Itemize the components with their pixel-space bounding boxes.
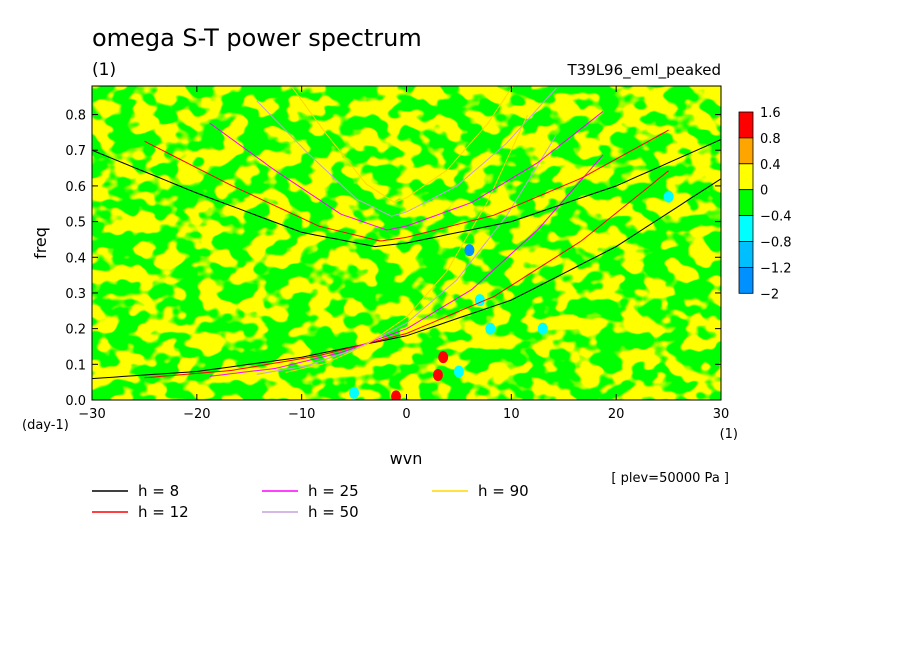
x-tick-label: −20 (183, 407, 210, 422)
dispersion-curve-rossby-gravity-h8 (92, 139, 721, 248)
dispersion-curve-rossby-gravity-h12 (144, 129, 669, 242)
dispersion-curve-kelvin-h90 (285, 114, 528, 373)
colorbar-swatch (738, 241, 754, 268)
dispersion-curve-rossby-gravity-h90 (290, 86, 514, 203)
x-tick-label: −10 (288, 407, 315, 422)
colorbar-swatch (738, 215, 754, 242)
colorbar-level-label: −2 (760, 287, 779, 302)
colorbar-swatch (738, 137, 754, 165)
colorbar-level-label: −1.2 (760, 261, 792, 276)
colorbar-swatch (738, 163, 754, 191)
legend-label: h = 12 (138, 503, 189, 521)
hotspot (537, 322, 548, 335)
colorbar-swatch (738, 266, 754, 294)
y-tick-label: 0.8 (65, 109, 86, 124)
legend-label: h = 90 (478, 482, 529, 500)
y-tick-label: 0.0 (65, 394, 86, 409)
x-axis-unit: (1) (720, 427, 738, 442)
dispersion-curve-rossby-gravity-h25 (209, 111, 604, 231)
colorbar-level-label: 1.6 (760, 106, 781, 121)
x-tick-label: 10 (503, 407, 520, 422)
hotspot (485, 322, 496, 335)
dispersion-curve-kelvin-h50 (256, 134, 557, 375)
colorbar-level-label: −0.8 (760, 236, 792, 251)
hotspot (453, 365, 464, 378)
colorbar-swatch (738, 189, 754, 216)
y-tick-label: 0.1 (65, 358, 86, 373)
dispersion-curves (92, 86, 721, 380)
colorbar-level-label: 0 (760, 184, 768, 199)
colorbar-level-label: 0.8 (760, 132, 781, 147)
hotspot (464, 244, 475, 257)
chart-subtitle: (1) (92, 60, 116, 80)
x-tick-label: 30 (713, 407, 730, 422)
experiment-label: T39L96_eml_peaked (566, 61, 721, 80)
y-tick-label: 0.2 (65, 323, 86, 338)
x-tick-label: −30 (78, 407, 105, 422)
colorbar: 1.6 0.8 0.4 0 −0.4 −0.8 −1.2 −2 (738, 106, 792, 302)
hotspot (432, 369, 443, 382)
x-axis: −30 −20 −10 0 10 20 30 (78, 86, 729, 422)
y-axis-label: freq (31, 227, 50, 259)
colorbar-level-label: 0.4 (760, 158, 781, 173)
hotspot (663, 190, 674, 203)
x-axis-label: wvn (390, 449, 423, 468)
legend-label: h = 25 (308, 482, 359, 500)
y-tick-label: 0.3 (65, 287, 86, 302)
legend-label: h = 8 (138, 482, 179, 500)
hotspot (391, 390, 402, 400)
dispersion-curve-kelvin-h8 (92, 178, 721, 380)
colorbar-swatch (738, 111, 754, 139)
x-tick-label: 0 (402, 407, 410, 422)
y-axis-unit: (day-1) (22, 418, 69, 433)
y-tick-label: 0.4 (65, 251, 86, 266)
y-tick-label: 0.5 (65, 216, 86, 231)
plot-field (92, 86, 721, 400)
hotspot (438, 351, 449, 364)
y-tick-label: 0.7 (65, 144, 86, 159)
dispersion-curve-kelvin-h25 (209, 154, 604, 377)
y-tick-label: 0.6 (65, 180, 86, 195)
colorbar-level-label: −0.4 (760, 210, 792, 225)
chart-title: omega S-T power spectrum (92, 24, 422, 52)
y-axis: 0.0 0.1 0.2 0.3 0.4 0.5 0.6 0.7 0.8 (65, 109, 721, 409)
x-tick-label: 20 (608, 407, 625, 422)
hotspot (349, 386, 360, 399)
legend-label: h = 50 (308, 503, 359, 521)
pressure-level-note: [ plev=50000 Pa ] (611, 471, 729, 486)
dispersion-curve-rossby-gravity-h50 (256, 87, 557, 217)
legend: h = 8 h = 12 h = 25 h = 50 h = 90 (92, 482, 529, 521)
dispersion-curve-kelvin-h12 (144, 170, 669, 379)
